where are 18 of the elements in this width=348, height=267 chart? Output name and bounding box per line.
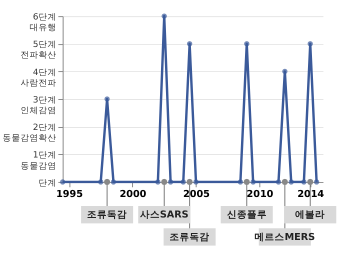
x-tick-label: 2010 bbox=[246, 188, 274, 200]
annotation: 사스SARS bbox=[140, 210, 189, 221]
annotation: 에볼라 bbox=[295, 210, 326, 221]
y-tick-label: 6단계 대유행 bbox=[29, 12, 56, 34]
y-tick-label: 3단계 인체감염 bbox=[20, 95, 56, 116]
y-tick-label: 1단계 동물감염 bbox=[20, 150, 56, 172]
x-tick-label: 2000 bbox=[120, 188, 147, 200]
x-tick-label: 2014 bbox=[297, 188, 324, 200]
annotation: 메르스MERS bbox=[254, 232, 316, 243]
y-tick-label: 2단계 동물감염확산 bbox=[2, 123, 56, 144]
annotation: 조류독감 bbox=[170, 232, 210, 243]
x-tick-label: 1995 bbox=[56, 188, 84, 200]
annotation: 조류독감 bbox=[87, 210, 128, 221]
x-tick-label: 2005 bbox=[183, 188, 210, 200]
annotation: 신종플루 bbox=[226, 210, 267, 221]
y-tick-label: 5단계 전파확산 bbox=[20, 40, 56, 61]
y-tick-label: 4단계 사람전파 bbox=[20, 68, 56, 88]
y-tick-label: 단계 bbox=[38, 178, 56, 188]
